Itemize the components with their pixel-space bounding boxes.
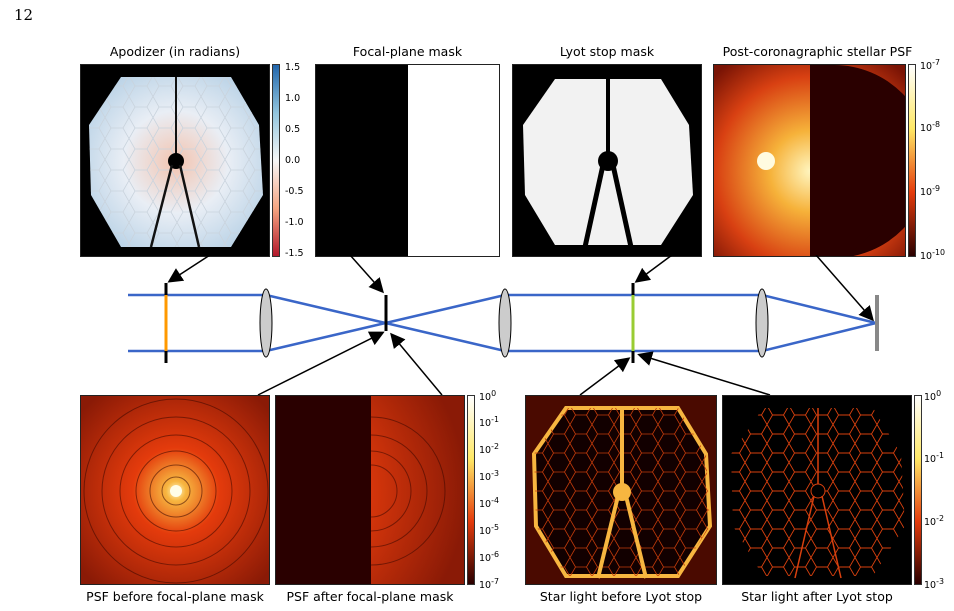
star-light-after-lyot-panel	[722, 395, 912, 585]
stellar-psf-cbar-tick: 10-8	[920, 120, 940, 135]
lyot-cbar-tick: 10-3	[924, 577, 944, 592]
stellar-psf-cbar-tick: 10-9	[920, 184, 940, 199]
title-apodizer: Apodizer (in radians)	[109, 44, 241, 59]
stellar-psf-panel	[713, 64, 906, 257]
lens-3	[755, 288, 769, 358]
lyot-cbar-tick: 10-2	[924, 514, 944, 529]
apodizer-cbar-tick: 1.0	[285, 93, 301, 104]
title-lyot-stop-mask: Lyot stop mask	[559, 44, 655, 59]
apodizer-cbar-tick: 0.5	[285, 124, 301, 135]
caption-psf-before: PSF before focal-plane mask	[86, 589, 264, 604]
psf-after-panel	[275, 395, 465, 585]
caption-star-after-lyot: Star light after Lyot stop	[741, 589, 893, 604]
stellar-psf-cbar-tick: 10-10	[920, 248, 946, 263]
page-number: 12	[14, 6, 34, 24]
lens-1	[259, 288, 273, 358]
caption-psf-after: PSF after focal-plane mask	[286, 589, 454, 604]
lyot-colorbar	[914, 395, 922, 585]
psf-cbar-tick: 10-2	[479, 442, 499, 457]
psf-cbar-tick: 10-5	[479, 523, 499, 538]
lyot-cbar-tick: 100	[924, 389, 942, 404]
lens-2	[498, 288, 512, 358]
psf-cbar-tick: 100	[479, 389, 497, 404]
star-light-before-lyot-panel	[525, 395, 717, 585]
psf-colorbar	[467, 395, 475, 585]
psf-cbar-tick: 10-3	[479, 469, 499, 484]
psf-cbar-tick: 10-6	[479, 550, 499, 565]
psf-before-panel	[80, 395, 270, 585]
apodizer-cbar-tick: 0.0	[285, 155, 301, 166]
apodizer-colorbar	[272, 64, 280, 257]
apodizer-cbar-tick: -0.5	[285, 186, 304, 197]
title-focal-plane-mask: Focal-plane mask	[352, 44, 463, 59]
lyot-cbar-tick: 10-1	[924, 451, 944, 466]
apodizer-cbar-tick: 1.5	[285, 62, 301, 73]
psf-cbar-tick: 10-7	[479, 577, 499, 592]
title-stellar-psf: Post-coronagraphic stellar PSF	[722, 44, 913, 59]
stellar-psf-cbar-tick: 10-7	[920, 58, 940, 73]
apodizer-cbar-tick: -1.0	[285, 217, 304, 228]
apodizer-panel	[80, 64, 270, 257]
optical-train	[128, 255, 879, 396]
lyot-stop-mask-panel	[512, 64, 702, 257]
psf-cbar-tick: 10-4	[479, 496, 499, 511]
focal-plane-mask-panel	[315, 64, 500, 257]
caption-star-before-lyot: Star light before Lyot stop	[539, 589, 703, 604]
apodizer-cbar-tick: -1.5	[285, 248, 304, 259]
psf-cbar-tick: 10-1	[479, 415, 499, 430]
stellar-psf-colorbar	[908, 64, 916, 257]
